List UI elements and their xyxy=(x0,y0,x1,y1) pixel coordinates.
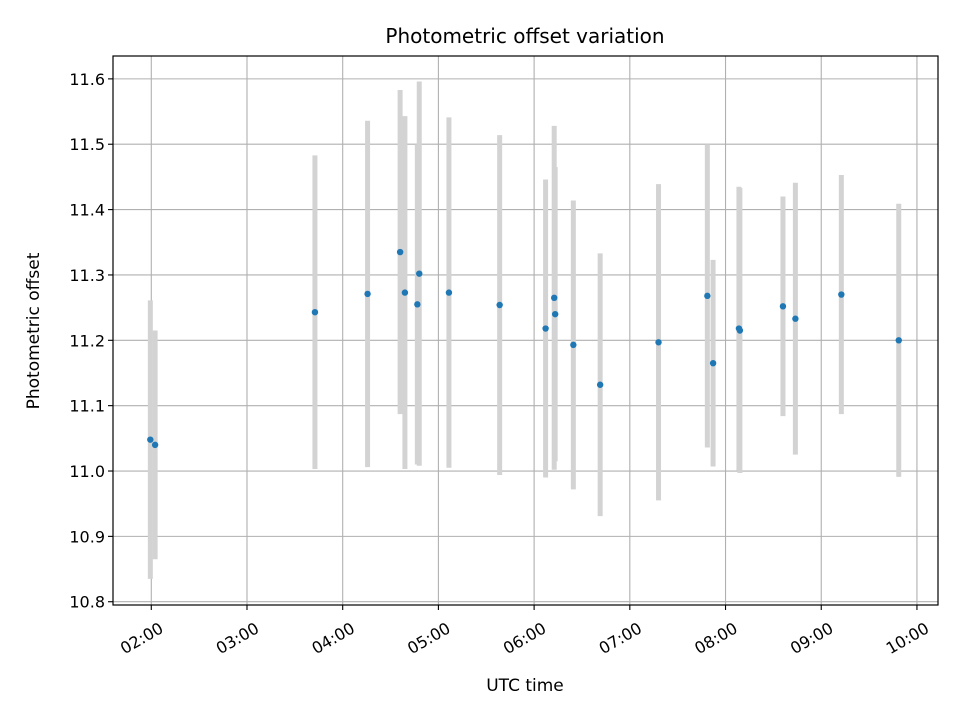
gridlines xyxy=(113,56,938,605)
data-point xyxy=(414,301,421,308)
data-point xyxy=(542,325,549,332)
y-axis-label: Photometric offset xyxy=(24,252,44,409)
data-point xyxy=(709,359,717,367)
data-point xyxy=(147,436,154,443)
data-point xyxy=(838,291,845,298)
data-point xyxy=(655,339,662,346)
data-point xyxy=(416,270,423,277)
data-point xyxy=(401,289,409,296)
data-point xyxy=(551,294,558,302)
y-tick-label: 11.1 xyxy=(69,397,105,416)
y-tick-label: 11.6 xyxy=(69,70,105,89)
chart-title: Photometric offset variation xyxy=(385,24,664,48)
y-tick-label: 11.2 xyxy=(69,331,105,350)
x-axis-label: UTC time xyxy=(486,676,564,696)
data-point xyxy=(779,303,787,310)
plot-area-background xyxy=(113,56,938,605)
data-points xyxy=(147,248,902,449)
y-tick-label: 11.3 xyxy=(69,266,105,285)
y-axis-ticks: 10.8 10.9 11.0 11.1 11.2 11.3 11.4 11.5 11.6 xyxy=(69,70,113,612)
y-tick-label: 10.8 xyxy=(69,593,105,612)
data-point xyxy=(551,310,559,318)
y-tick-label: 10.9 xyxy=(69,527,105,546)
data-point xyxy=(396,248,404,256)
data-point xyxy=(736,327,744,334)
plot-area-frame xyxy=(112,55,939,606)
y-tick-label: 11.0 xyxy=(69,462,105,481)
y-tick-label: 11.4 xyxy=(69,201,105,220)
data-point xyxy=(704,292,711,300)
data-point xyxy=(596,381,604,388)
data-point xyxy=(496,301,503,309)
data-point xyxy=(151,441,159,449)
data-point xyxy=(792,315,799,322)
y-tick-label: 11.5 xyxy=(69,135,105,154)
data-point xyxy=(364,290,371,298)
data-point xyxy=(311,309,319,316)
data-point xyxy=(895,337,902,344)
data-point xyxy=(570,341,577,349)
data-point xyxy=(445,289,453,296)
